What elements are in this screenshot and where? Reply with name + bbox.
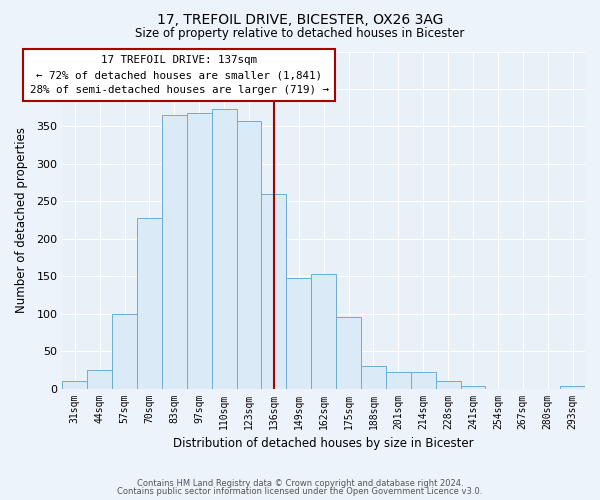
Text: 17, TREFOIL DRIVE, BICESTER, OX26 3AG: 17, TREFOIL DRIVE, BICESTER, OX26 3AG bbox=[157, 12, 443, 26]
Bar bbox=[162, 115, 187, 388]
Bar bbox=[236, 121, 262, 388]
Text: Size of property relative to detached houses in Bicester: Size of property relative to detached ho… bbox=[136, 28, 464, 40]
Bar bbox=[112, 314, 137, 388]
Bar bbox=[461, 386, 485, 388]
Text: Contains public sector information licensed under the Open Government Licence v3: Contains public sector information licen… bbox=[118, 487, 482, 496]
Y-axis label: Number of detached properties: Number of detached properties bbox=[15, 127, 28, 313]
Bar bbox=[386, 372, 411, 388]
Bar bbox=[137, 218, 162, 388]
Bar bbox=[87, 370, 112, 388]
Bar bbox=[187, 113, 212, 388]
Text: Contains HM Land Registry data © Crown copyright and database right 2024.: Contains HM Land Registry data © Crown c… bbox=[137, 478, 463, 488]
Bar bbox=[262, 194, 286, 388]
Bar bbox=[560, 386, 585, 388]
Bar bbox=[361, 366, 386, 388]
Bar bbox=[311, 274, 336, 388]
X-axis label: Distribution of detached houses by size in Bicester: Distribution of detached houses by size … bbox=[173, 437, 474, 450]
Bar bbox=[411, 372, 436, 388]
Text: 17 TREFOIL DRIVE: 137sqm
← 72% of detached houses are smaller (1,841)
28% of sem: 17 TREFOIL DRIVE: 137sqm ← 72% of detach… bbox=[30, 55, 329, 95]
Bar bbox=[212, 109, 236, 388]
Bar bbox=[436, 381, 461, 388]
Bar bbox=[62, 381, 87, 388]
Bar bbox=[286, 278, 311, 388]
Bar bbox=[336, 318, 361, 388]
